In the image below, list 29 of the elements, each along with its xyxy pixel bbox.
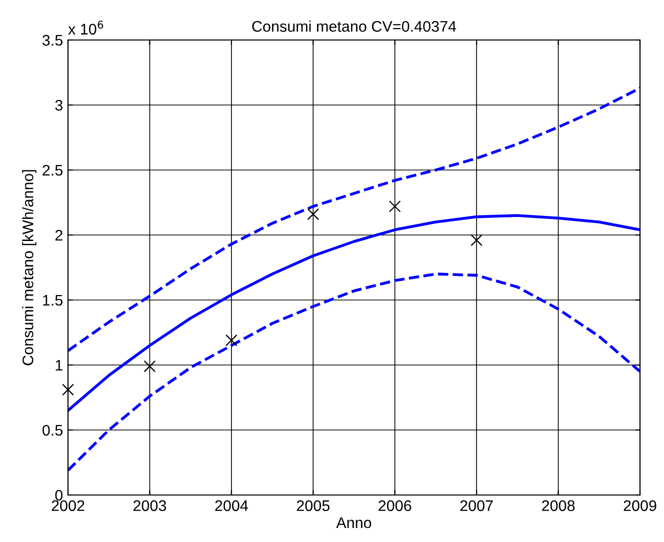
y-tick-label: 1: [56, 360, 62, 371]
y-tick-label: 3: [55, 100, 62, 111]
text: x 10$^{6}$: [68, 20, 104, 35]
point: [388, 200, 401, 212]
y-tick-label: 0.5: [42, 424, 62, 436]
x-tick-label: 2006: [378, 500, 412, 512]
x-tick-label: 2007: [460, 500, 493, 512]
x-tick-label: 2009: [624, 500, 656, 512]
x-tick-label: 2002: [52, 500, 84, 512]
point: [225, 334, 238, 346]
y-tick-label: 2: [55, 230, 62, 241]
x-tick-label: 2003: [133, 500, 166, 512]
point: [470, 234, 483, 246]
y-tick-label: 2.5: [42, 164, 62, 176]
line-series: [68, 272, 640, 472]
y-axis-title: Consumi metano [kWh/anno]: [22, 170, 36, 366]
chart-title: Consumi metano CV=0.40374: [252, 20, 456, 32]
x-tick-label: 2008: [542, 500, 575, 512]
line-series: [68, 86, 640, 352]
y-tick-label: 3.5: [42, 34, 62, 46]
point: [62, 384, 74, 396]
x-tick-label: 2004: [215, 500, 248, 512]
y-tick-label: 0: [55, 490, 63, 501]
x-axis-title: Anno: [336, 517, 372, 528]
line-series: [68, 214, 640, 412]
y-tick-label: 1.5: [43, 295, 62, 306]
point: [307, 208, 320, 220]
x-tick-label: 2005: [296, 500, 330, 512]
point: [144, 360, 156, 372]
